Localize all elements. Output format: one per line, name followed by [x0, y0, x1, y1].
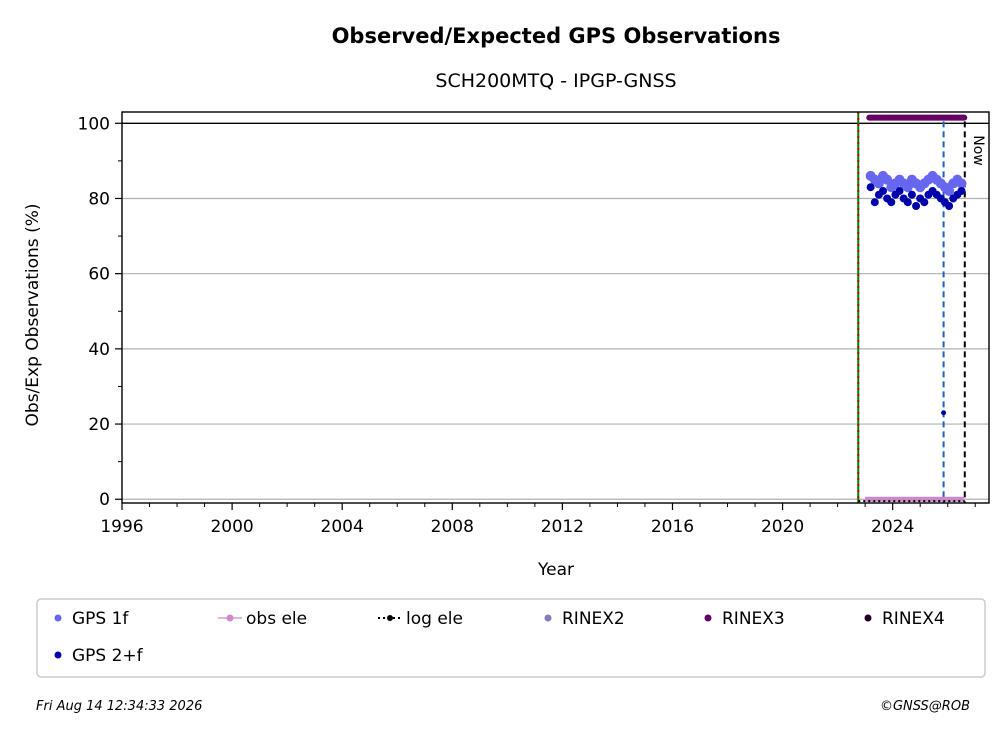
gps-1f-point: [956, 178, 967, 189]
gps-2f-point: [957, 186, 966, 195]
legend-label: log ele: [406, 609, 463, 629]
gps-1f-point: [902, 182, 913, 193]
chart-subtitle: SCH200MTQ - IPGP-GNSS: [435, 70, 676, 92]
y-axis-label: Obs/Exp Observations (%): [23, 204, 43, 427]
x-tick-label: 2016: [651, 517, 694, 537]
y-tick-label: 80: [88, 189, 110, 209]
gps-1f-point: [873, 178, 884, 189]
legend: GPS 1f obs ele log ele RINEX2 RINEX3 RINEX4 GP…: [36, 598, 986, 678]
plot-frame: [121, 111, 990, 504]
legend-marker: [704, 614, 712, 622]
footer-timestamp: Fri Aug 14 12:34:33 2026: [36, 699, 202, 714]
y-tick-label: 20: [88, 415, 110, 435]
gps-2f-point: [887, 198, 896, 207]
legend-label: RINEX2: [562, 609, 625, 629]
plot-area: 0 20 40 60 80 100 1996 2000 2004 2008 2012 2016 2020…: [78, 111, 990, 537]
y-tick-label: 100: [78, 114, 110, 134]
x-tick-label: 2004: [321, 517, 364, 537]
legend-marker: [226, 614, 234, 622]
y-tick-label: 0: [99, 490, 110, 510]
y-tick-label: 40: [88, 340, 110, 360]
legend-label: RINEX3: [722, 609, 785, 629]
gps-2f-point: [870, 198, 879, 207]
legend-label: obs ele: [246, 609, 307, 629]
gps-2f-point: [866, 183, 875, 192]
legend-marker: [544, 614, 552, 622]
legend-marker: [54, 614, 62, 622]
now-label: Now: [970, 135, 986, 166]
gps-2f-point: [920, 198, 929, 207]
gps-2f-point: [912, 201, 921, 210]
x-tick-label: 2020: [761, 517, 804, 537]
legend-label: GPS 2+f: [72, 646, 144, 666]
legend-marker: [864, 614, 872, 622]
gps-2f-point: [941, 410, 947, 416]
x-tick-label: 2000: [210, 517, 253, 537]
legend-label: GPS 1f: [72, 609, 129, 629]
legend-marker: [387, 615, 393, 621]
x-tick-label: 1996: [100, 517, 143, 537]
legend-box: [36, 598, 986, 678]
legend-label: RINEX4: [882, 609, 945, 629]
chart-title: Observed/Expected GPS Observations: [332, 24, 781, 48]
x-tick-label: 2024: [871, 517, 914, 537]
x-tick-label: 2008: [431, 517, 474, 537]
legend-marker: [54, 651, 62, 659]
gps-1f-point: [882, 174, 893, 185]
gps-2f-point: [879, 186, 888, 195]
gps-1f-point: [944, 185, 955, 196]
gps-2f-point: [895, 186, 904, 195]
gps-2f-point: [903, 198, 912, 207]
gps-2f-point: [907, 190, 916, 199]
footer-credit: ©GNSS@ROB: [880, 699, 970, 714]
gps-2f-point: [945, 201, 954, 210]
x-tick-label: 2012: [541, 517, 584, 537]
x-axis-label: Year: [537, 560, 574, 580]
y-tick-label: 60: [88, 265, 110, 285]
